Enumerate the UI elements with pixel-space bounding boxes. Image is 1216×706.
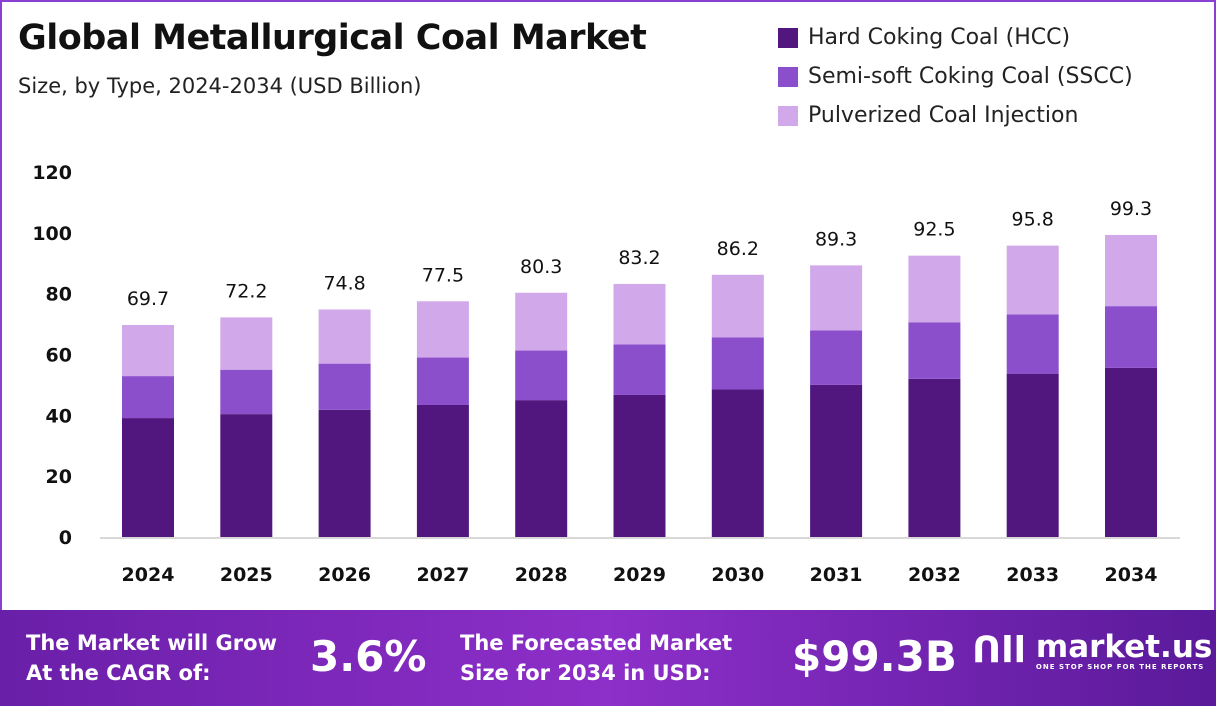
forecast-label-line: Size for 2034 in USD: bbox=[460, 661, 711, 685]
cagr-label-line: The Market will Grow bbox=[26, 631, 277, 655]
legend-item-hcc: Hard Coking Coal (HCC) bbox=[778, 18, 1133, 57]
bar-segment-hcc bbox=[711, 389, 764, 537]
total-data-label: 72.2 bbox=[225, 280, 267, 302]
y-tick-label: 120 bbox=[32, 162, 72, 184]
bar-segment-pci bbox=[122, 324, 174, 377]
x-tick-label: 2026 bbox=[318, 564, 371, 586]
bar-segment-pci bbox=[1105, 234, 1157, 307]
bar-segment-sscc bbox=[1105, 306, 1157, 368]
total-data-label: 99.3 bbox=[1110, 198, 1152, 220]
footer-banner: The Market will Grow At the CAGR of: 3.6… bbox=[0, 610, 1216, 706]
logo-tagline: ONE STOP SHOP FOR THE REPORTS bbox=[1035, 662, 1205, 671]
bar-segment-pci bbox=[515, 292, 568, 351]
bar-segment-sscc bbox=[122, 376, 174, 419]
bar-segment-sscc bbox=[318, 363, 371, 410]
forecast-label: The Forecasted Market Size for 2034 in U… bbox=[460, 628, 732, 688]
x-tick-label: 2034 bbox=[1105, 564, 1158, 586]
bar-segment-pci bbox=[318, 309, 371, 364]
bar-segment-sscc bbox=[711, 337, 764, 390]
x-tick-label: 2032 bbox=[908, 564, 961, 586]
bar-segment-sscc bbox=[613, 344, 666, 395]
cagr-value: 3.6% bbox=[310, 632, 427, 681]
legend-item-pci: Pulverized Coal Injection bbox=[778, 96, 1133, 135]
bar-segment-hcc bbox=[1105, 367, 1157, 537]
bar-chart: 0 20 40 60 80 100 120 69.7 2024 72.2 2025 74.8 2026 7… bbox=[32, 162, 1180, 586]
forecast-label-line: The Forecasted Market bbox=[460, 631, 733, 655]
bar-segment-pci bbox=[613, 283, 666, 345]
bar-segment-pci bbox=[220, 317, 273, 370]
bar-segment-pci bbox=[416, 301, 469, 358]
x-tick-label: 2030 bbox=[711, 564, 764, 586]
y-tick-label: 20 bbox=[46, 466, 72, 488]
x-tick-label: 2031 bbox=[810, 564, 863, 586]
legend-label: Pulverized Coal Injection bbox=[808, 103, 1079, 128]
bar-segment-hcc bbox=[416, 404, 469, 537]
bar-segment-hcc bbox=[220, 414, 273, 537]
y-tick-label: 100 bbox=[32, 223, 72, 245]
legend-label: Hard Coking Coal (HCC) bbox=[808, 25, 1071, 50]
legend: Hard Coking Coal (HCC) Semi-soft Coking … bbox=[778, 18, 1133, 135]
bar-segment-hcc bbox=[810, 384, 863, 537]
cagr-label-line: At the CAGR of: bbox=[26, 661, 211, 685]
cagr-label: The Market will Grow At the CAGR of: bbox=[26, 628, 277, 688]
total-data-label: 74.8 bbox=[323, 272, 365, 294]
market-us-logo: ᑎll market.us ONE STOP SHOP FOR THE REPO… bbox=[972, 630, 1212, 671]
x-tick-label: 2033 bbox=[1006, 564, 1059, 586]
x-tick-label: 2028 bbox=[515, 564, 568, 586]
forecast-value: $99.3B bbox=[792, 632, 957, 681]
bar-segment-hcc bbox=[515, 400, 568, 537]
bar-segment-sscc bbox=[908, 322, 961, 379]
x-tick-label: 2025 bbox=[220, 564, 273, 586]
bar-segment-pci bbox=[1006, 245, 1059, 315]
total-data-label: 69.7 bbox=[127, 288, 169, 310]
chart-subtitle: Size, by Type, 2024-2034 (USD Billion) bbox=[18, 74, 422, 98]
bar-segment-sscc bbox=[515, 350, 568, 401]
total-data-label: 92.5 bbox=[913, 219, 955, 241]
legend-swatch bbox=[778, 105, 798, 126]
bar-segment-hcc bbox=[613, 394, 666, 537]
total-data-label: 95.8 bbox=[1012, 209, 1054, 231]
y-tick-label: 60 bbox=[46, 345, 72, 367]
bar-segment-pci bbox=[810, 265, 863, 331]
bar-segment-hcc bbox=[318, 409, 371, 537]
bar-segment-pci bbox=[908, 255, 961, 323]
total-data-label: 83.2 bbox=[618, 247, 660, 269]
total-data-label: 77.5 bbox=[422, 264, 464, 286]
legend-item-sscc: Semi-soft Coking Coal (SSCC) bbox=[778, 57, 1133, 96]
legend-label: Semi-soft Coking Coal (SSCC) bbox=[808, 64, 1133, 89]
total-data-label: 80.3 bbox=[520, 256, 562, 278]
x-tick-label: 2024 bbox=[122, 564, 175, 586]
bar-segment-pci bbox=[711, 274, 764, 338]
legend-swatch bbox=[778, 27, 798, 48]
chart-title: Global Metallurgical Coal Market bbox=[18, 18, 647, 58]
y-tick-label: 0 bbox=[59, 527, 72, 549]
bar-segment-sscc bbox=[416, 357, 469, 405]
x-tick-label: 2027 bbox=[416, 564, 469, 586]
x-tick-label: 2029 bbox=[613, 564, 666, 586]
logo-name: market.us bbox=[1035, 628, 1213, 665]
bar-segment-sscc bbox=[220, 369, 273, 415]
bar-segment-hcc bbox=[908, 378, 961, 537]
y-tick-label: 40 bbox=[46, 405, 72, 427]
total-data-label: 89.3 bbox=[815, 228, 857, 250]
bar-segment-sscc bbox=[810, 330, 863, 385]
bar-segment-hcc bbox=[1006, 373, 1059, 537]
bar-segment-sscc bbox=[1006, 314, 1059, 374]
y-tick-label: 80 bbox=[46, 284, 72, 306]
bar-segment-hcc bbox=[122, 418, 174, 537]
total-data-label: 86.2 bbox=[717, 238, 759, 260]
logo-icon: ᑎll bbox=[972, 630, 1026, 671]
legend-swatch bbox=[778, 66, 798, 87]
